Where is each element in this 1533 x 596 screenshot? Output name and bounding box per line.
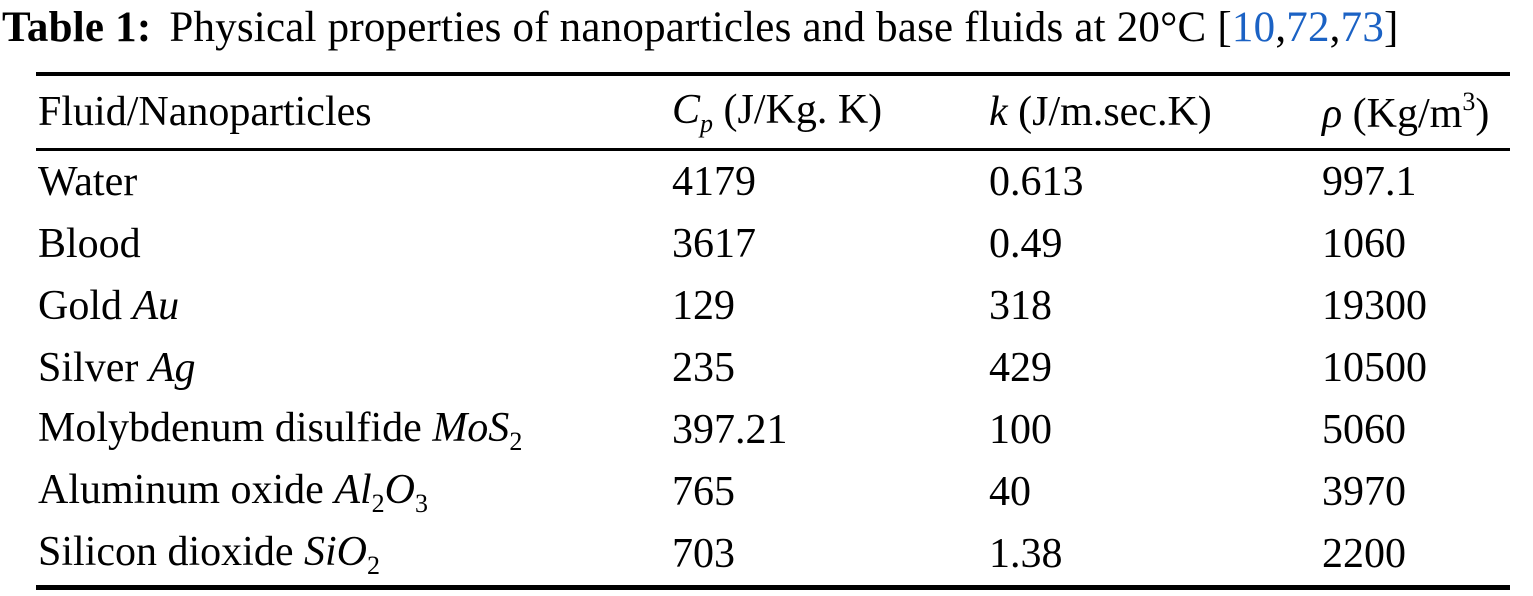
fluid-name-text: Gold [38, 283, 133, 329]
cell-rho: 997.1 [1322, 159, 1417, 205]
column-header-text: (J/m.sec.K) [1007, 89, 1212, 135]
table-row: Silicon dioxide SiO2 703 1.38 2200 [36, 523, 1510, 585]
column-header-text: 3 [1462, 86, 1476, 116]
fluid-name-text: 2 [509, 426, 523, 456]
caption-text: Table 1: [2, 4, 152, 51]
table-row: Water 4179 0.613 997.1 [36, 151, 1510, 213]
cell-k: 429 [989, 345, 1052, 391]
cell-fluid: Silicon dioxide SiO2 [36, 528, 670, 581]
fluid-name-text: O [384, 466, 415, 513]
cell-cp: 129 [672, 283, 735, 329]
properties-table: Fluid/Nanoparticles Cp (J/Kg. K) k (J/m.se… [36, 72, 1510, 590]
cell-k: 1.38 [989, 531, 1063, 577]
column-header-text: ) [1475, 90, 1490, 137]
citation-link[interactable]: 73 [1340, 4, 1385, 51]
cell-rho: 19300 [1322, 283, 1427, 329]
table-row: Blood 3617 0.49 1060 [36, 213, 1510, 275]
cell-fluid: Molybdenum disulfide MoS2 [36, 404, 670, 457]
cell-rho: 3970 [1322, 469, 1406, 515]
table-body: Water 4179 0.613 997.1 Blood 3617 0.49 1060 Gold… [36, 151, 1510, 585]
cell-k: 0.613 [989, 159, 1084, 205]
fluid-name-text: SiO [304, 528, 367, 575]
cell-rho: 1060 [1322, 221, 1406, 267]
fluid-name-text: Blood [38, 221, 141, 267]
fluid-name-text: Molybdenum disulfide [38, 404, 433, 451]
cell-cp: 703 [672, 531, 735, 577]
fluid-name-text: Silver [38, 345, 149, 391]
caption-text: , [1329, 4, 1341, 51]
cell-k: 0.49 [989, 221, 1063, 267]
caption-text: ] [1384, 4, 1399, 51]
fluid-name-text: MoS [432, 404, 510, 451]
cell-fluid: Aluminum oxide Al2O3 [36, 466, 670, 519]
fluid-name-text: Water [38, 159, 138, 205]
cell-cp: 765 [672, 469, 735, 515]
cell-rho: 5060 [1322, 407, 1406, 453]
table-row: Silver Ag 235 429 10500 [36, 337, 1510, 399]
cell-rho: 10500 [1322, 345, 1427, 391]
fluid-name-text: 2 [367, 550, 380, 580]
table-header-row: Fluid/Nanoparticles Cp (J/Kg. K) k (J/m.se… [36, 76, 1510, 151]
column-header-cp: Cp (J/Kg. K) [670, 86, 987, 139]
column-header-text: C [672, 86, 701, 133]
column-header-text: Fluid/Nanoparticles [38, 89, 372, 135]
fluid-name-text: Al [334, 466, 372, 513]
citation-link[interactable]: 72 [1286, 4, 1330, 51]
fluid-name-text: Au [132, 283, 180, 329]
cell-cp: 235 [672, 345, 735, 391]
fluid-name-text: 3 [415, 488, 428, 518]
cell-rho: 2200 [1322, 531, 1406, 577]
cell-cp: 3617 [672, 221, 756, 267]
fluid-name-text: Ag [148, 345, 196, 391]
caption-text: Physical properties of nanoparticles and… [169, 4, 1218, 51]
cell-fluid: Gold Au [36, 282, 670, 330]
column-header-text: k [989, 89, 1008, 135]
column-header-k: k (J/m.sec.K) [987, 88, 1320, 136]
caption-text: [ [1217, 4, 1232, 51]
fluid-name-text: Silicon dioxide [38, 528, 304, 575]
cell-k: 318 [989, 283, 1052, 329]
column-header-text: (J/Kg. K) [713, 86, 883, 133]
column-header-text: (Kg/m [1342, 90, 1463, 137]
fluid-name-text: 2 [371, 488, 385, 518]
cell-k: 100 [989, 407, 1052, 453]
table-caption: Table 1: Physical properties of nanoparti… [2, 0, 1399, 56]
cell-k: 40 [989, 469, 1031, 515]
table-row: Gold Au 129 318 19300 [36, 275, 1510, 337]
citation-link[interactable]: 10 [1231, 4, 1276, 51]
column-header-fluid: Fluid/Nanoparticles [36, 88, 670, 136]
fluid-name-text: Aluminum oxide [38, 466, 335, 513]
cell-cp: 4179 [672, 159, 756, 205]
table-row: Aluminum oxide Al2O3 765 40 3970 [36, 461, 1510, 523]
caption-text: , [1275, 4, 1287, 51]
cell-cp: 397.21 [672, 407, 788, 453]
column-header-text: ρ [1322, 90, 1343, 137]
cell-fluid: Blood [36, 220, 670, 268]
column-header-text: p [700, 108, 714, 138]
table-row: Molybdenum disulfide MoS2 397.21 100 5060 [36, 399, 1510, 461]
cell-fluid: Silver Ag [36, 344, 670, 392]
cell-fluid: Water [36, 158, 670, 206]
column-header-rho: ρ (Kg/m3) [1320, 87, 1510, 138]
